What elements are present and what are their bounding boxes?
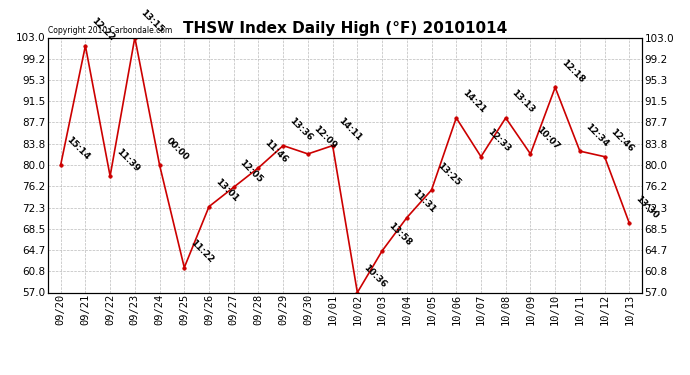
Title: THSW Index Daily High (°F) 20101014: THSW Index Daily High (°F) 20101014 <box>183 21 507 36</box>
Text: 11:31: 11:31 <box>411 188 437 215</box>
Text: 14:11: 14:11 <box>337 116 364 143</box>
Text: 00:00: 00:00 <box>164 136 190 162</box>
Text: 12:18: 12:18 <box>560 58 586 85</box>
Text: 13:15: 13:15 <box>139 8 166 35</box>
Text: 13:25: 13:25 <box>435 160 462 187</box>
Text: Copyright 2010 Carbondale.com: Copyright 2010 Carbondale.com <box>48 26 172 35</box>
Text: 12:33: 12:33 <box>485 127 512 154</box>
Text: 11:22: 11:22 <box>188 238 215 265</box>
Text: 12:34: 12:34 <box>584 122 611 148</box>
Text: 13:30: 13:30 <box>633 194 660 220</box>
Text: 11:39: 11:39 <box>115 147 141 173</box>
Text: 10:07: 10:07 <box>535 124 561 151</box>
Text: 12:22: 12:22 <box>90 16 116 43</box>
Text: 14:21: 14:21 <box>460 88 487 115</box>
Text: 12:46: 12:46 <box>609 127 635 154</box>
Text: 10:36: 10:36 <box>362 263 388 290</box>
Text: 13:01: 13:01 <box>213 177 239 204</box>
Text: 12:05: 12:05 <box>238 158 264 184</box>
Text: 11:46: 11:46 <box>263 138 289 165</box>
Text: 13:13: 13:13 <box>510 88 537 115</box>
Text: 13:58: 13:58 <box>386 222 413 248</box>
Text: 12:09: 12:09 <box>312 124 339 151</box>
Text: 15:14: 15:14 <box>65 135 92 162</box>
Text: 13:36: 13:36 <box>287 116 314 143</box>
